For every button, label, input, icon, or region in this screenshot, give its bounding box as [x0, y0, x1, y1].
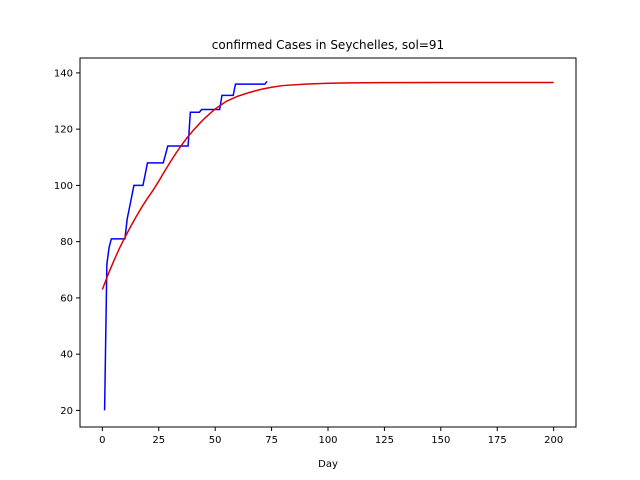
y-tick-label: 80: [60, 237, 73, 248]
x-tick-label: 125: [375, 435, 394, 446]
plot-frame: [79, 57, 577, 428]
plot-lines: [101, 80, 554, 411]
x-tick-label: 175: [488, 435, 507, 446]
y-axis: 20 40 60 80 100 120 140: [54, 68, 80, 417]
y-tick-label: 140: [54, 68, 73, 79]
x-tick-label: 50: [209, 435, 222, 446]
y-tick-label: 40: [60, 350, 73, 361]
y-tick-label: 60: [60, 293, 73, 304]
x-axis-label: Day: [318, 459, 338, 470]
y-tick-label: 100: [54, 181, 73, 192]
y-tick-label: 20: [60, 406, 73, 417]
series-line-fit: [101, 81, 554, 290]
series-line-observed: [103, 80, 268, 411]
x-tick-label: 150: [431, 435, 450, 446]
x-tick-label: 0: [99, 435, 105, 446]
x-tick-label: 100: [318, 435, 337, 446]
x-tick-label: 200: [544, 435, 563, 446]
x-tick-label: 25: [152, 435, 165, 446]
y-tick-label: 120: [54, 125, 73, 136]
x-axis: 0 25 50 75 100 125 150 175 200: [99, 427, 563, 446]
chart-title: confirmed Cases in Seychelles, sol=91: [212, 38, 444, 52]
x-tick-label: 75: [265, 435, 278, 446]
